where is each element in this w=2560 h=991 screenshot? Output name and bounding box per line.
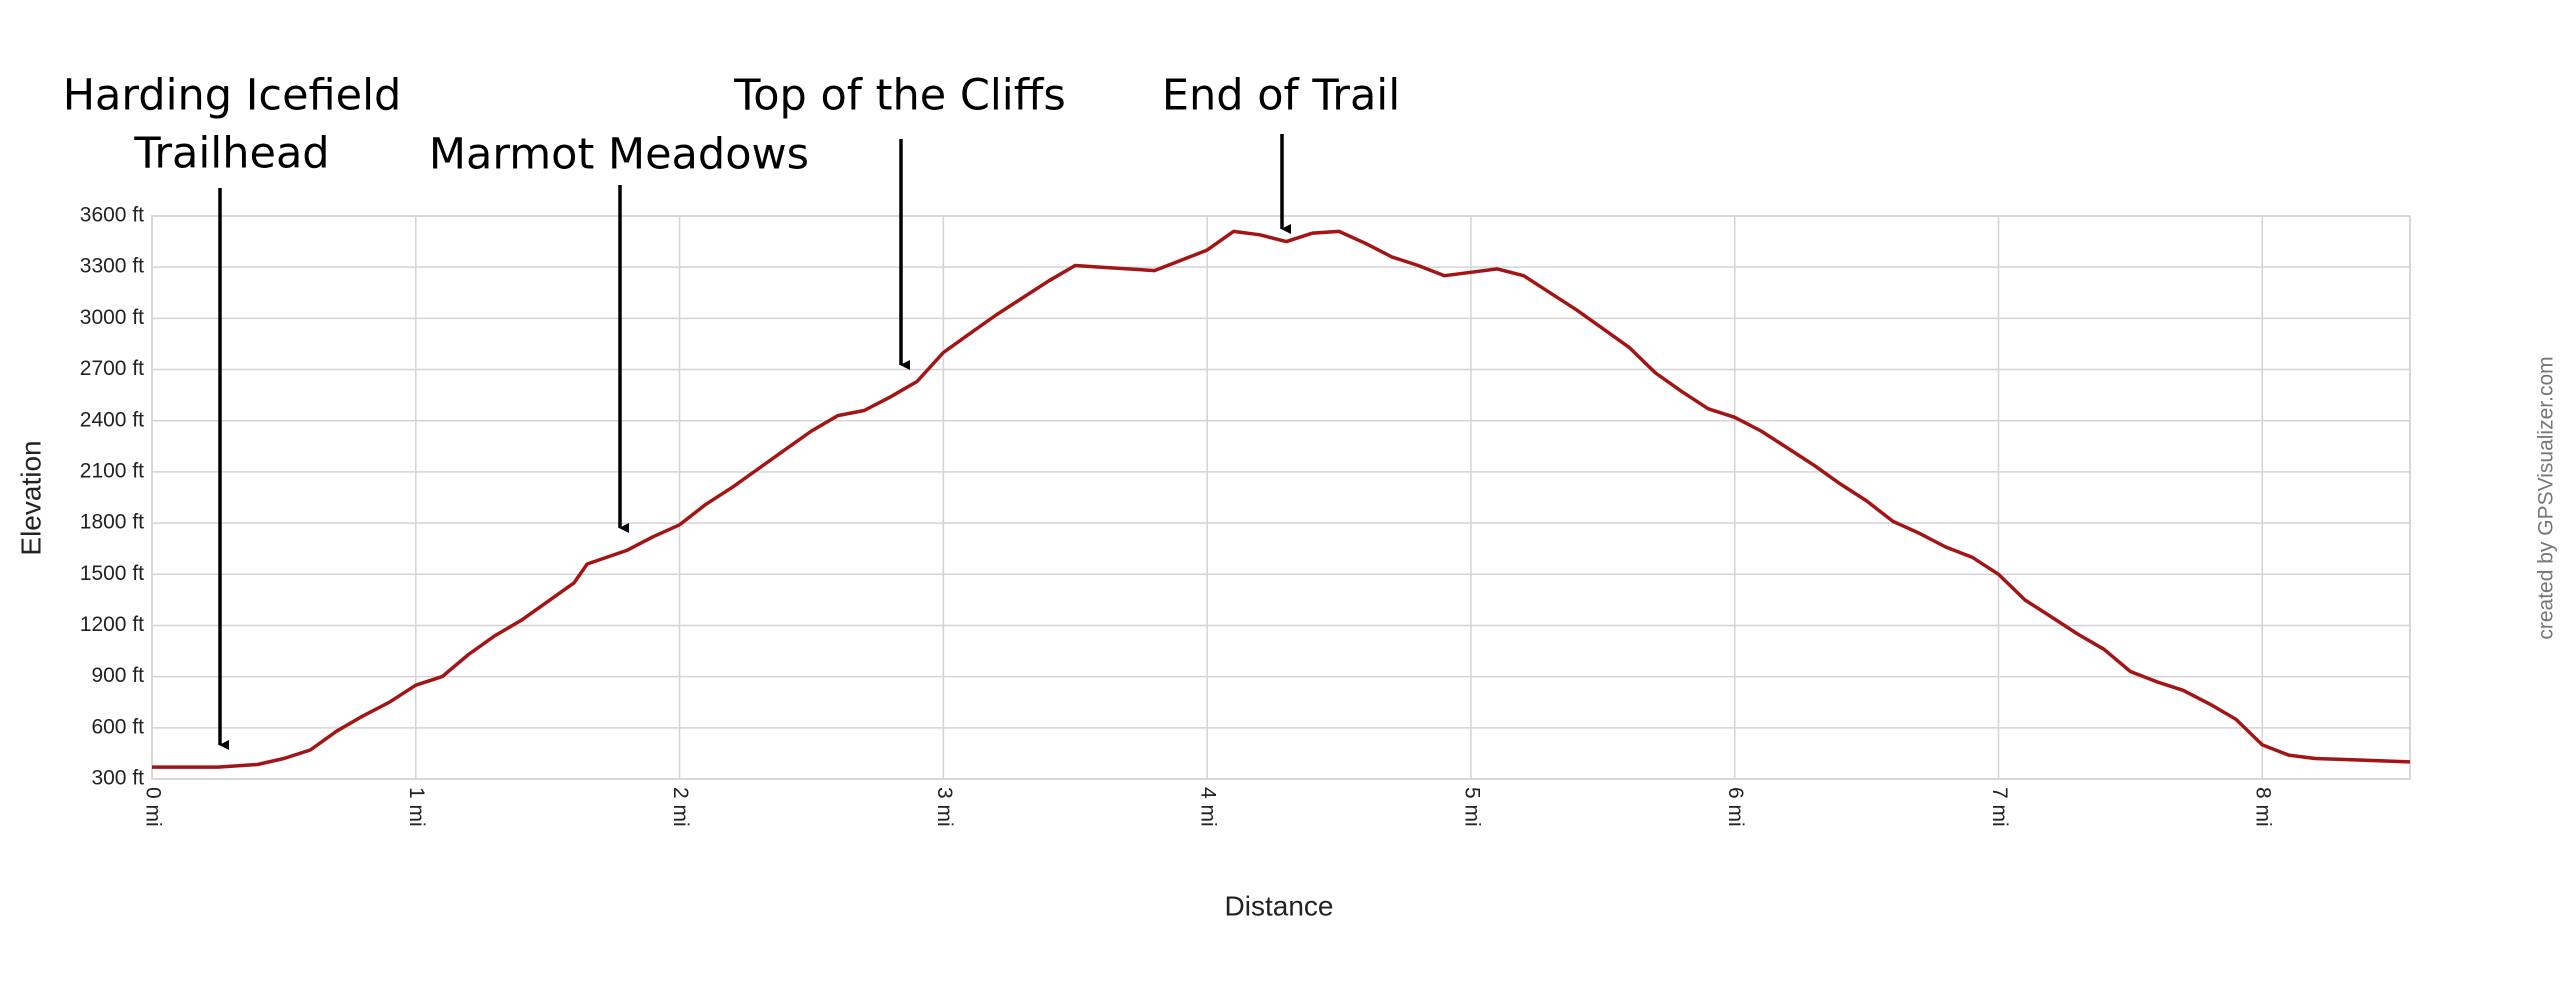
annotation-text: End of Trail bbox=[1162, 71, 1400, 121]
x-tick-label: 8 mi bbox=[2252, 787, 2275, 827]
x-tick-label: 5 mi bbox=[1460, 787, 1483, 827]
y-tick-label: 600 ft bbox=[91, 715, 144, 738]
elevation-line bbox=[152, 229, 2411, 769]
y-tick-label: 2100 ft bbox=[80, 459, 144, 482]
x-axis-title: Distance bbox=[1225, 890, 1334, 921]
x-tick-label: 6 mi bbox=[1724, 787, 1747, 827]
y-axis-title: Elevation bbox=[15, 440, 46, 555]
x-tick-label: 3 mi bbox=[933, 787, 956, 827]
y-tick-label: 300 ft bbox=[91, 767, 144, 790]
plot-frame bbox=[151, 215, 2411, 780]
y-tick-label: 2400 ft bbox=[80, 408, 144, 431]
x-tick-label: 7 mi bbox=[1988, 787, 2011, 827]
y-tick-label: 3000 ft bbox=[80, 306, 144, 329]
x-tick-label: 2 mi bbox=[669, 787, 692, 827]
y-tick-label: 1800 ft bbox=[80, 511, 144, 534]
credit: created by GPSVisualizer.com bbox=[2535, 356, 2558, 639]
annotation-text: Top of the Cliffs bbox=[733, 71, 1066, 121]
x-tick-label: 1 mi bbox=[405, 787, 428, 827]
y-tick-label: 2700 ft bbox=[80, 357, 144, 380]
y-tick-label: 3600 ft bbox=[80, 204, 144, 227]
y-tick-label: 900 ft bbox=[91, 664, 144, 687]
y-tick-label: 3300 ft bbox=[80, 255, 144, 278]
annotation-text: Harding Icefield bbox=[63, 71, 402, 121]
x-tick-label: 0 mi bbox=[141, 787, 164, 827]
annotation-text: Marmot Meadows bbox=[429, 130, 809, 180]
annotation-text: Trailhead bbox=[133, 129, 329, 179]
y-tick-label: 1500 ft bbox=[80, 562, 144, 585]
y-tick-label: 1200 ft bbox=[80, 613, 144, 636]
x-tick-label: 4 mi bbox=[1197, 787, 1220, 827]
